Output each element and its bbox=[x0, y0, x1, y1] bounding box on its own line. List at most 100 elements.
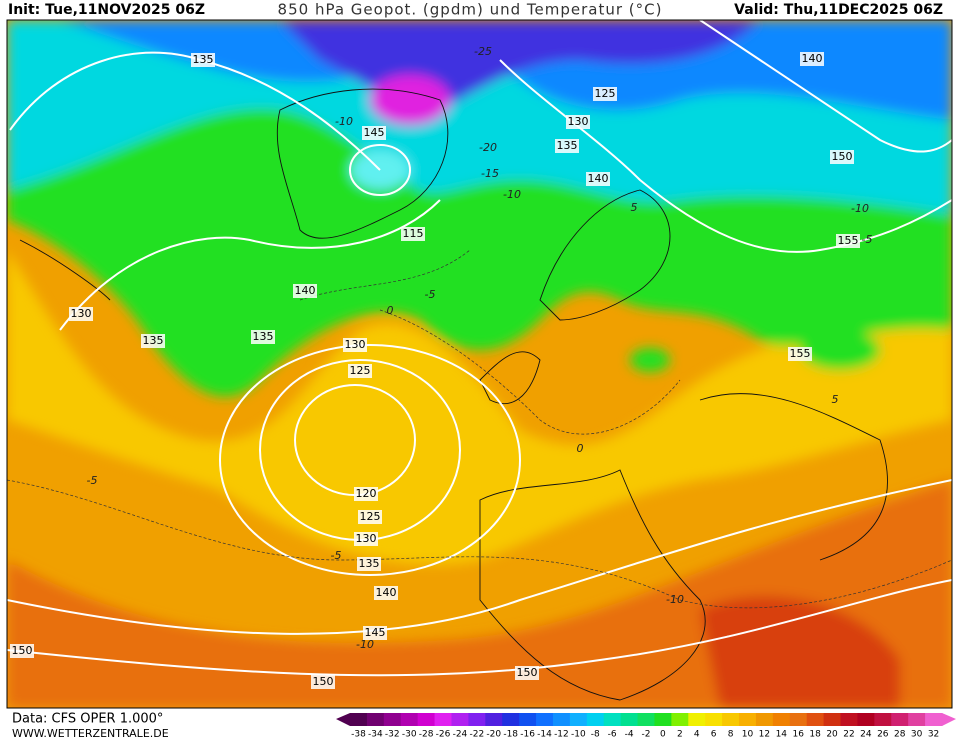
label-backdrop bbox=[836, 234, 860, 248]
colorbar-swatch bbox=[840, 713, 858, 726]
colorbar-swatch bbox=[823, 713, 842, 726]
colorbar-swatch bbox=[620, 713, 639, 726]
geopotential-label: 130 bbox=[345, 338, 366, 351]
geopotential-label: 150 bbox=[313, 675, 334, 688]
label-backdrop bbox=[586, 172, 610, 186]
colorbar-swatch bbox=[552, 713, 571, 726]
label-backdrop bbox=[358, 510, 382, 524]
label-backdrop bbox=[10, 644, 34, 658]
colorbar-swatch bbox=[400, 713, 419, 726]
colorbar-swatch bbox=[654, 713, 672, 726]
init-time: Init: Tue,11NOV2025 06Z bbox=[8, 2, 205, 18]
colorbar-swatch bbox=[434, 713, 452, 726]
colorbar-arrow-right bbox=[942, 713, 956, 726]
coastlines bbox=[19, 88, 888, 701]
geopotential-label: 155 bbox=[790, 347, 811, 360]
colorbar-label: -12 bbox=[554, 730, 569, 740]
colorbar-label: -24 bbox=[453, 730, 468, 740]
label-backdrop bbox=[354, 487, 378, 501]
colorbar-label: 8 bbox=[728, 730, 734, 740]
geopotential-label: 135 bbox=[557, 139, 578, 152]
colorbar-label: 4 bbox=[694, 730, 700, 740]
label-backdrop bbox=[401, 227, 425, 241]
colorbar-label: -6 bbox=[608, 730, 617, 740]
label-backdrop bbox=[311, 675, 335, 689]
colorbar-label: 26 bbox=[877, 730, 889, 740]
colorbar-label: 20 bbox=[826, 730, 838, 740]
label-backdrop bbox=[566, 115, 590, 129]
colorbar-label: 16 bbox=[793, 730, 805, 740]
colorbar-label: -26 bbox=[436, 730, 451, 740]
temperature-label: -5 bbox=[425, 288, 436, 301]
geopotential-label: 140 bbox=[588, 172, 609, 185]
temperature-label: -10 bbox=[503, 188, 521, 201]
map-field bbox=[7, 20, 952, 708]
label-backdrop bbox=[251, 330, 275, 344]
colorbar-swatch bbox=[417, 713, 436, 726]
geopotential-label: 140 bbox=[295, 284, 316, 297]
geopotential-label: 135 bbox=[253, 330, 274, 343]
colorbar: -38 -34 -32 -30 -28 -26 -24 -22 -20 -18 -16 -14 -12-… bbox=[336, 713, 956, 740]
colorbar-label: 0 bbox=[660, 730, 666, 740]
temperature-label: -10 bbox=[851, 202, 869, 215]
colorbar-label: -22 bbox=[470, 730, 485, 740]
colorbar-swatch bbox=[705, 713, 723, 726]
temperature-label: -5 bbox=[87, 474, 98, 487]
colorbar-label: -30 bbox=[402, 730, 417, 740]
colorbar-swatch bbox=[755, 713, 774, 726]
colorbar-label: -20 bbox=[486, 730, 501, 740]
colorbar-swatch bbox=[857, 713, 875, 726]
colorbar-swatch bbox=[366, 713, 385, 726]
colorbar-label: 6 bbox=[711, 730, 717, 740]
geopotential-label: 140 bbox=[376, 586, 397, 599]
temperature-label: -5 bbox=[862, 233, 873, 246]
temperature-label: -10 bbox=[666, 593, 684, 606]
colorbar-swatch bbox=[671, 713, 689, 726]
geopotential-label: 140 bbox=[802, 52, 823, 65]
colorbar-label: 18 bbox=[809, 730, 821, 740]
colorbar-label: -34 bbox=[368, 730, 383, 740]
colorbar-label: -28 bbox=[419, 730, 434, 740]
colorbar-swatch bbox=[519, 713, 537, 726]
geopotential-label: 145 bbox=[364, 126, 385, 139]
colorbar-swatch bbox=[350, 713, 368, 726]
geopotential-label: 115 bbox=[403, 227, 424, 240]
temperature-label: 5 bbox=[832, 393, 839, 406]
label-backdrop bbox=[141, 334, 165, 348]
label-backdrop bbox=[515, 666, 539, 680]
label-backdrop bbox=[800, 52, 824, 66]
colorbar-label: -10 bbox=[571, 730, 586, 740]
colorbar-label: 12 bbox=[759, 730, 770, 740]
label-backdrop bbox=[69, 307, 93, 321]
colorbar-swatch bbox=[502, 713, 520, 726]
label-backdrop bbox=[555, 139, 579, 153]
colorbar-swatch bbox=[468, 713, 486, 726]
map-title: 850 hPa Geopot. (gpdm) und Temperatur (°… bbox=[278, 1, 663, 19]
colorbar-swatch bbox=[739, 713, 757, 726]
geopotential-label: 125 bbox=[595, 87, 616, 100]
colorbar-swatch bbox=[603, 713, 622, 726]
geopotential-label: 125 bbox=[350, 364, 371, 377]
colorbar-label: 30 bbox=[911, 730, 923, 740]
colorbar-swatch bbox=[383, 713, 402, 726]
temperature-label: -5 bbox=[331, 549, 342, 562]
map-labels: 135 145 125 130 135 140 140 150 155 115 140 130 135 1… bbox=[10, 45, 872, 689]
label-backdrop bbox=[354, 532, 378, 546]
label-backdrop bbox=[191, 53, 215, 67]
colorbar-swatch bbox=[688, 713, 706, 726]
colorbar-swatch bbox=[485, 713, 503, 726]
temperature-label: -10 bbox=[335, 115, 353, 128]
geopotential-label: 130 bbox=[71, 307, 92, 320]
label-backdrop bbox=[788, 347, 812, 361]
colorbar-label: -4 bbox=[625, 730, 634, 740]
colorbar-label: 24 bbox=[860, 730, 872, 740]
valid-time: Valid: Thu,11DEC2025 06Z bbox=[734, 2, 943, 18]
colorbar-swatch bbox=[586, 713, 605, 726]
geopotential-label: 155 bbox=[838, 234, 859, 247]
colorbar-label: 22 bbox=[843, 730, 854, 740]
colorbar-label: -16 bbox=[520, 730, 535, 740]
website: WWW.WETTERZENTRALE.DE bbox=[12, 727, 169, 740]
label-backdrop bbox=[293, 284, 317, 298]
